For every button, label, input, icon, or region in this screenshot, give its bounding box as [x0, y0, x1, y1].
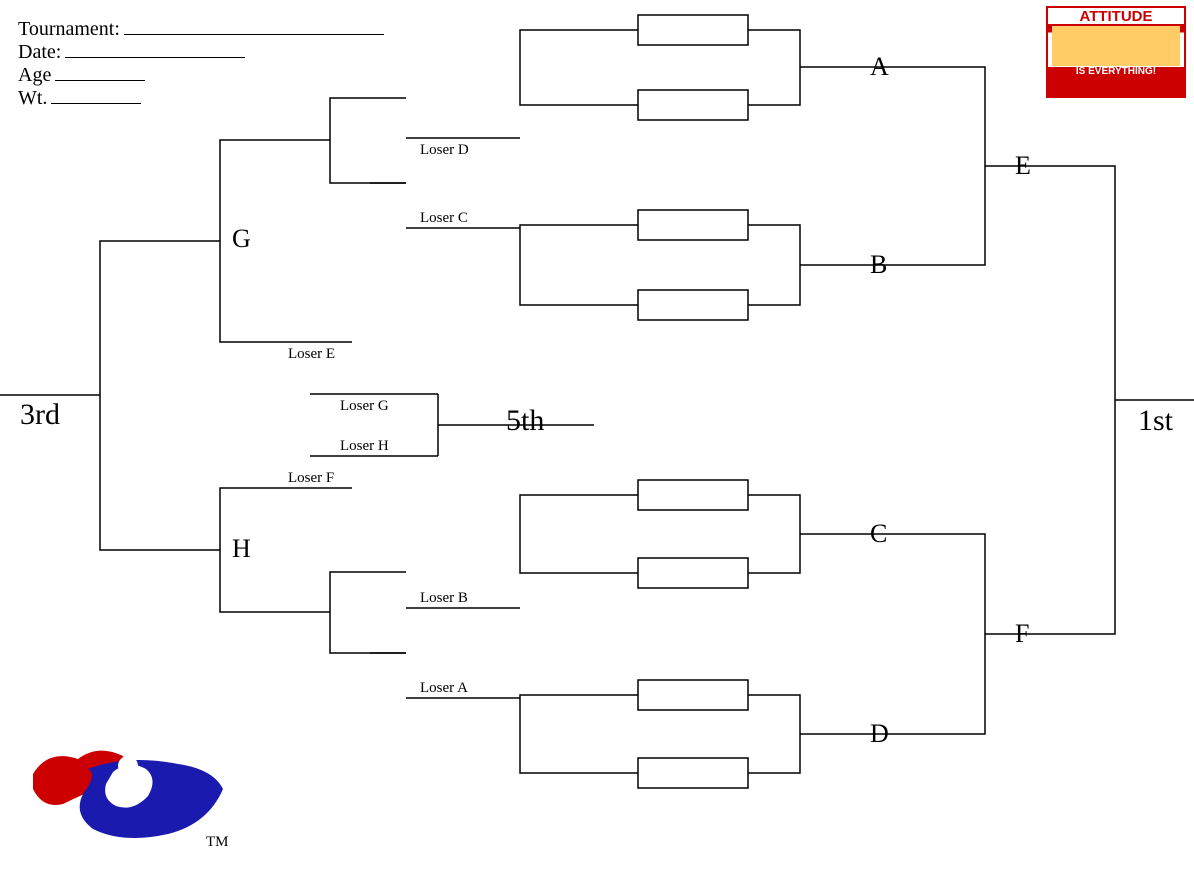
- third-place-label: 3rd: [20, 398, 60, 432]
- match-e-label: E: [1015, 151, 1031, 181]
- match-d-label: D: [870, 719, 889, 749]
- match-h-label: H: [232, 534, 251, 564]
- bracket-svg: [0, 0, 1194, 872]
- match-c-label: C: [870, 519, 887, 549]
- match-a-label: A: [870, 52, 889, 82]
- loser-d-label: Loser D: [420, 142, 469, 159]
- loser-a-label: Loser A: [420, 680, 468, 697]
- loser-g-label: Loser G: [340, 398, 389, 415]
- bracket-canvas: Tournament: Date: Age Wt. ATTITUDE IS EV…: [0, 0, 1194, 872]
- loser-e-label: Loser E: [288, 346, 335, 363]
- loser-f-label: Loser F: [288, 470, 334, 487]
- match-g-label: G: [232, 224, 251, 254]
- match-f-label: F: [1015, 619, 1029, 649]
- loser-h-label: Loser H: [340, 438, 389, 455]
- fifth-place-label: 5th: [506, 404, 544, 438]
- match-b-label: B: [870, 250, 887, 280]
- first-place-label: 1st: [1138, 404, 1173, 438]
- loser-c-label: Loser C: [420, 210, 468, 227]
- loser-b-label: Loser B: [420, 590, 468, 607]
